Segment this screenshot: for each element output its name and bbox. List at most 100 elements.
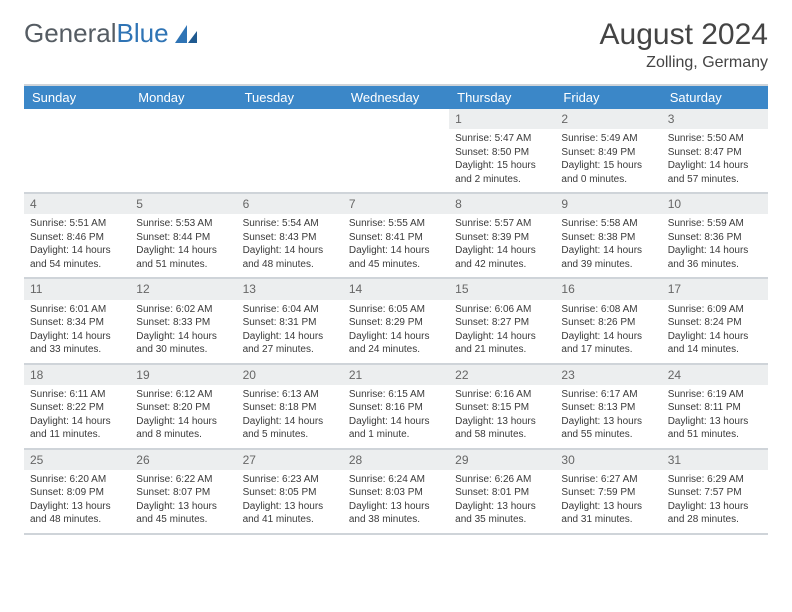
day-number: 5	[130, 194, 236, 214]
day-info: Sunrise: 5:51 AMSunset: 8:46 PMDaylight:…	[24, 214, 130, 277]
sunset-line: Sunset: 8:07 PM	[136, 486, 230, 500]
day-info: Sunrise: 6:05 AMSunset: 8:29 PMDaylight:…	[343, 300, 449, 363]
calendar-week: 11Sunrise: 6:01 AMSunset: 8:34 PMDayligh…	[24, 279, 768, 364]
sunset-line: Sunset: 8:01 PM	[455, 486, 549, 500]
sunrise-line: Sunrise: 6:26 AM	[455, 473, 549, 487]
location: Zolling, Germany	[600, 54, 768, 72]
sunrise-line: Sunrise: 5:53 AM	[136, 217, 230, 231]
sunset-line: Sunset: 8:41 PM	[349, 231, 443, 245]
day-number: 10	[662, 194, 768, 214]
day-info: Sunrise: 6:13 AMSunset: 8:18 PMDaylight:…	[237, 385, 343, 448]
sunrise-line: Sunrise: 5:58 AM	[561, 217, 655, 231]
calendar-week: ........1Sunrise: 5:47 AMSunset: 8:50 PM…	[24, 109, 768, 194]
calendar-cell: ..	[130, 109, 236, 192]
sunset-line: Sunset: 8:44 PM	[136, 231, 230, 245]
day-number: 27	[237, 450, 343, 470]
sunrise-line: Sunrise: 6:05 AM	[349, 303, 443, 317]
calendar-week: 25Sunrise: 6:20 AMSunset: 8:09 PMDayligh…	[24, 450, 768, 535]
logo-text-2: Blue	[117, 18, 169, 49]
day-info: Sunrise: 6:06 AMSunset: 8:27 PMDaylight:…	[449, 300, 555, 363]
day-number: 16	[555, 279, 661, 299]
sunset-line: Sunset: 7:57 PM	[668, 486, 762, 500]
daylight-line: Daylight: 14 hours and 54 minutes.	[30, 244, 124, 271]
daylight-line: Daylight: 14 hours and 14 minutes.	[668, 330, 762, 357]
day-info: Sunrise: 5:59 AMSunset: 8:36 PMDaylight:…	[662, 214, 768, 277]
sunrise-line: Sunrise: 5:49 AM	[561, 132, 655, 146]
sunrise-line: Sunrise: 6:23 AM	[243, 473, 337, 487]
calendar-cell: 14Sunrise: 6:05 AMSunset: 8:29 PMDayligh…	[343, 279, 449, 362]
calendar-cell: 6Sunrise: 5:54 AMSunset: 8:43 PMDaylight…	[237, 194, 343, 277]
day-number: 21	[343, 365, 449, 385]
calendar-cell: ..	[237, 109, 343, 192]
daylight-line: Daylight: 14 hours and 24 minutes.	[349, 330, 443, 357]
daylight-line: Daylight: 14 hours and 45 minutes.	[349, 244, 443, 271]
sunrise-line: Sunrise: 6:24 AM	[349, 473, 443, 487]
day-number: 12	[130, 279, 236, 299]
calendar-cell: 2Sunrise: 5:49 AMSunset: 8:49 PMDaylight…	[555, 109, 661, 192]
day-info: Sunrise: 5:53 AMSunset: 8:44 PMDaylight:…	[130, 214, 236, 277]
day-number: 22	[449, 365, 555, 385]
day-number: 29	[449, 450, 555, 470]
sunset-line: Sunset: 8:39 PM	[455, 231, 549, 245]
calendar-cell: ..	[343, 109, 449, 192]
sunrise-line: Sunrise: 6:20 AM	[30, 473, 124, 487]
sunrise-line: Sunrise: 5:51 AM	[30, 217, 124, 231]
daylight-line: Daylight: 13 hours and 48 minutes.	[30, 500, 124, 527]
calendar-cell: 1Sunrise: 5:47 AMSunset: 8:50 PMDaylight…	[449, 109, 555, 192]
sunrise-line: Sunrise: 6:12 AM	[136, 388, 230, 402]
calendar-cell: 27Sunrise: 6:23 AMSunset: 8:05 PMDayligh…	[237, 450, 343, 533]
weekday-label: Wednesday	[343, 86, 449, 109]
day-number: 2	[555, 109, 661, 129]
weekday-label: Tuesday	[237, 86, 343, 109]
calendar-cell: 26Sunrise: 6:22 AMSunset: 8:07 PMDayligh…	[130, 450, 236, 533]
day-info: Sunrise: 6:22 AMSunset: 8:07 PMDaylight:…	[130, 470, 236, 533]
weekday-header: Sunday Monday Tuesday Wednesday Thursday…	[24, 86, 768, 109]
day-number: 14	[343, 279, 449, 299]
sunset-line: Sunset: 8:29 PM	[349, 316, 443, 330]
daylight-line: Daylight: 14 hours and 17 minutes.	[561, 330, 655, 357]
calendar-cell: 21Sunrise: 6:15 AMSunset: 8:16 PMDayligh…	[343, 365, 449, 448]
sunset-line: Sunset: 8:15 PM	[455, 401, 549, 415]
day-info: Sunrise: 6:15 AMSunset: 8:16 PMDaylight:…	[343, 385, 449, 448]
day-number: 20	[237, 365, 343, 385]
daylight-line: Daylight: 14 hours and 11 minutes.	[30, 415, 124, 442]
calendar-grid: ........1Sunrise: 5:47 AMSunset: 8:50 PM…	[24, 109, 768, 535]
day-info: Sunrise: 6:24 AMSunset: 8:03 PMDaylight:…	[343, 470, 449, 533]
logo-text-1: General	[24, 18, 117, 49]
calendar-cell: ..	[24, 109, 130, 192]
daylight-line: Daylight: 13 hours and 31 minutes.	[561, 500, 655, 527]
day-info: Sunrise: 6:27 AMSunset: 7:59 PMDaylight:…	[555, 470, 661, 533]
sunset-line: Sunset: 8:26 PM	[561, 316, 655, 330]
calendar-cell: 13Sunrise: 6:04 AMSunset: 8:31 PMDayligh…	[237, 279, 343, 362]
calendar-cell: 3Sunrise: 5:50 AMSunset: 8:47 PMDaylight…	[662, 109, 768, 192]
calendar-cell: 15Sunrise: 6:06 AMSunset: 8:27 PMDayligh…	[449, 279, 555, 362]
daylight-line: Daylight: 14 hours and 36 minutes.	[668, 244, 762, 271]
title-block: August 2024 Zolling, Germany	[600, 18, 768, 72]
calendar-cell: 24Sunrise: 6:19 AMSunset: 8:11 PMDayligh…	[662, 365, 768, 448]
day-info: Sunrise: 5:54 AMSunset: 8:43 PMDaylight:…	[237, 214, 343, 277]
sunset-line: Sunset: 8:20 PM	[136, 401, 230, 415]
sunset-line: Sunset: 8:13 PM	[561, 401, 655, 415]
sunset-line: Sunset: 8:43 PM	[243, 231, 337, 245]
calendar-cell: 10Sunrise: 5:59 AMSunset: 8:36 PMDayligh…	[662, 194, 768, 277]
day-info: Sunrise: 6:11 AMSunset: 8:22 PMDaylight:…	[24, 385, 130, 448]
sunset-line: Sunset: 8:36 PM	[668, 231, 762, 245]
day-number: 23	[555, 365, 661, 385]
day-number: 7	[343, 194, 449, 214]
day-number: 6	[237, 194, 343, 214]
calendar-cell: 19Sunrise: 6:12 AMSunset: 8:20 PMDayligh…	[130, 365, 236, 448]
calendar-cell: 7Sunrise: 5:55 AMSunset: 8:41 PMDaylight…	[343, 194, 449, 277]
sunset-line: Sunset: 7:59 PM	[561, 486, 655, 500]
day-info: Sunrise: 6:04 AMSunset: 8:31 PMDaylight:…	[237, 300, 343, 363]
sunset-line: Sunset: 8:22 PM	[30, 401, 124, 415]
weekday-label: Friday	[555, 86, 661, 109]
day-number: 3	[662, 109, 768, 129]
daylight-line: Daylight: 14 hours and 21 minutes.	[455, 330, 549, 357]
daylight-line: Daylight: 13 hours and 58 minutes.	[455, 415, 549, 442]
sunrise-line: Sunrise: 6:16 AM	[455, 388, 549, 402]
day-info: Sunrise: 6:12 AMSunset: 8:20 PMDaylight:…	[130, 385, 236, 448]
calendar-week: 4Sunrise: 5:51 AMSunset: 8:46 PMDaylight…	[24, 194, 768, 279]
day-info: Sunrise: 6:23 AMSunset: 8:05 PMDaylight:…	[237, 470, 343, 533]
day-info: Sunrise: 6:20 AMSunset: 8:09 PMDaylight:…	[24, 470, 130, 533]
day-info: Sunrise: 5:57 AMSunset: 8:39 PMDaylight:…	[449, 214, 555, 277]
